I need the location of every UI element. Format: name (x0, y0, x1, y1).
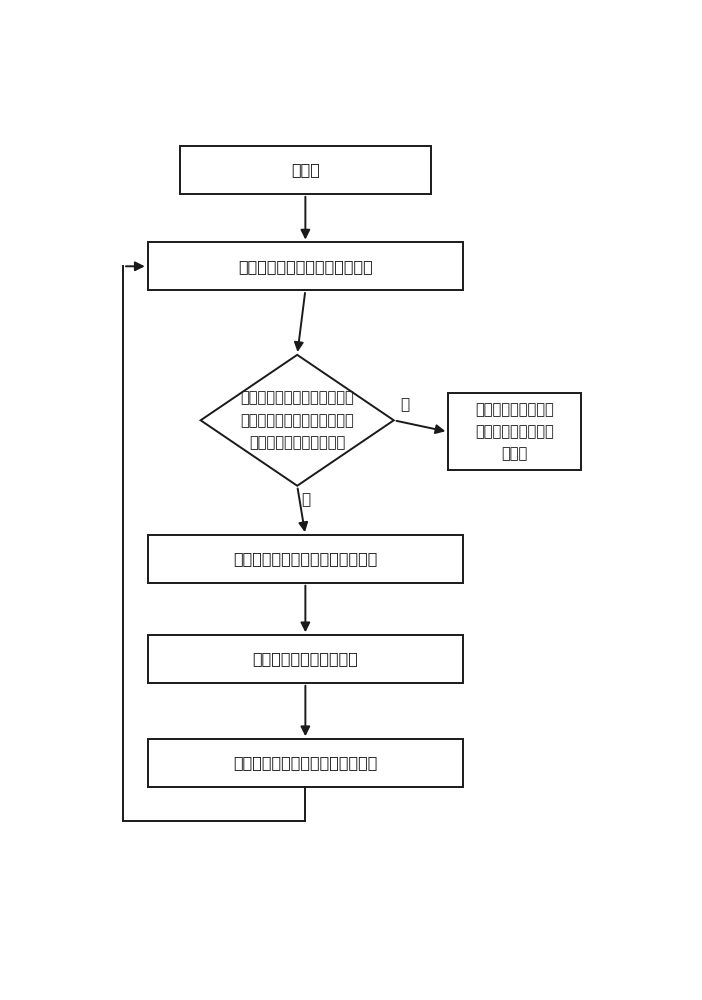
FancyBboxPatch shape (180, 146, 430, 194)
FancyBboxPatch shape (147, 739, 463, 787)
Text: 初始化: 初始化 (291, 163, 320, 178)
FancyBboxPatch shape (448, 393, 581, 470)
FancyBboxPatch shape (147, 242, 463, 290)
FancyBboxPatch shape (147, 535, 463, 583)
FancyBboxPatch shape (147, 635, 463, 683)
Text: 是: 是 (400, 398, 409, 413)
Text: 更新各粒子最优值以及全局最优值: 更新各粒子最优值以及全局最优值 (233, 551, 378, 566)
Text: 更新各粒子的速度和位置: 更新各粒子的速度和位置 (253, 652, 358, 666)
Text: 根据适应度函数，计算适应度值: 根据适应度函数，计算适应度值 (238, 259, 373, 274)
Text: 得到分布式光伏电源
接纳能力最优值，停
止搜索: 得到分布式光伏电源 接纳能力最优值，停 止搜索 (475, 402, 554, 462)
Text: 根据更新后的位置，进行潮流计算: 根据更新后的位置，进行潮流计算 (233, 755, 378, 770)
Text: 适应度值与若干代前最优解适
应度值的差值绝对值小于预设
阈值或达到最大迭代次数: 适应度值与若干代前最优解适 应度值的差值绝对值小于预设 阈值或达到最大迭代次数 (240, 391, 354, 450)
Polygon shape (201, 355, 394, 486)
Text: 否: 否 (302, 492, 311, 507)
